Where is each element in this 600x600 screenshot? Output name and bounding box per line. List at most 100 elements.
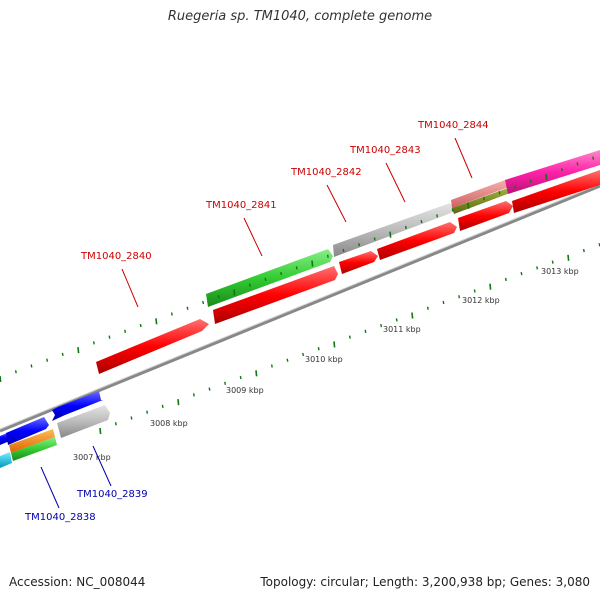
leader-2841	[243, 217, 263, 257]
upper-tick	[467, 202, 470, 209]
genome-backbone	[0, 184, 600, 433]
genome-summary-text: Topology: circular; Length: 3,200,938 bp…	[260, 575, 590, 589]
upper-tick	[358, 243, 361, 247]
lower-tick	[302, 352, 305, 357]
scale-label-3010: 3010 kbp	[305, 355, 343, 364]
upper-tick	[46, 358, 49, 362]
upper-tick	[373, 237, 376, 241]
upper-tick	[124, 329, 127, 333]
lower-tick	[99, 427, 102, 435]
upper-tick	[170, 312, 173, 316]
upper-tick	[342, 248, 345, 253]
scale-label-3008: 3008 kbp	[150, 419, 188, 428]
upper-tick	[420, 220, 423, 224]
feature-blue-forward-3[interactable]	[52, 391, 103, 421]
gene-label-2841[interactable]: TM1040_2841	[205, 200, 277, 211]
lower-tick	[130, 416, 133, 420]
feature-orange-reverse[interactable]	[9, 429, 55, 453]
lower-tick	[192, 393, 195, 397]
leader-2840	[121, 268, 139, 308]
feature-olive-2843[interactable]	[452, 188, 510, 214]
scale-label-3013: 3013 kbp	[541, 267, 579, 276]
lower-tick	[473, 289, 476, 293]
feature-red-reverse-3[interactable]	[377, 222, 457, 260]
feature-gray-2839[interactable]	[57, 405, 110, 438]
upper-tick	[186, 306, 189, 310]
lower-tick	[442, 300, 445, 305]
lower-tick	[177, 399, 180, 406]
genome-backbone-highlight	[0, 183, 600, 430]
lower-tick	[146, 410, 149, 414]
upper-tick	[0, 375, 2, 383]
upper-tick	[264, 277, 267, 282]
gene-label-2842[interactable]: TM1040_2842	[290, 167, 362, 178]
upper-tick	[30, 364, 33, 368]
leader-2844	[454, 137, 473, 179]
feature-red-reverse-5[interactable]	[512, 170, 600, 213]
leader-2838	[40, 466, 60, 509]
lower-tick	[224, 381, 227, 385]
upper-tick	[326, 254, 329, 258]
feature-red-reverse-4[interactable]	[458, 201, 513, 231]
upper-tick	[295, 266, 298, 270]
lower-tick	[348, 335, 351, 339]
upper-tick	[139, 323, 142, 328]
upper-tick	[482, 196, 485, 201]
lower-tick	[489, 283, 492, 290]
upper-tick	[217, 295, 220, 299]
upper-tick	[311, 260, 314, 267]
leader-2842	[326, 184, 347, 223]
upper-tick	[404, 225, 407, 230]
lower-tick	[333, 341, 336, 348]
lower-tick	[582, 248, 585, 253]
upper-tick	[498, 191, 501, 195]
upper-tick	[592, 156, 595, 160]
feature-magenta-2844[interactable]	[505, 150, 600, 194]
feature-salmon-2843[interactable]	[451, 180, 509, 208]
lower-tick	[317, 347, 320, 351]
upper-tick	[155, 318, 158, 325]
gene-label-2840[interactable]: TM1040_2840	[80, 251, 152, 262]
scale-label-3007: 3007 kbp	[73, 453, 111, 462]
gene-label-2839[interactable]: TM1040_2839	[76, 489, 148, 500]
upper-tick	[545, 173, 548, 181]
upper-tick	[514, 185, 517, 189]
upper-tick	[560, 168, 563, 172]
feature-blue-forward-2[interactable]	[6, 417, 49, 445]
lower-tick	[504, 277, 507, 282]
feature-gray-2842[interactable]	[333, 203, 455, 257]
lower-tick	[520, 272, 523, 276]
feature-green-2841[interactable]	[206, 249, 333, 307]
upper-tick	[108, 335, 111, 339]
upper-tick	[233, 289, 236, 296]
lower-tick	[426, 306, 429, 310]
feature-red-reverse-1[interactable]	[213, 266, 338, 324]
accession-text: Accession: NC_008044	[9, 575, 146, 589]
leader-2843	[385, 162, 406, 203]
lower-tick	[364, 329, 367, 334]
scale-label-3009: 3009 kbp	[226, 386, 264, 395]
lower-tick	[380, 323, 383, 328]
lower-tick	[239, 375, 242, 380]
feature-red-2840[interactable]	[96, 319, 209, 374]
gene-label-2838[interactable]: TM1040_2838	[24, 512, 96, 523]
lower-tick	[458, 295, 461, 299]
feature-green-reverse[interactable]	[11, 437, 57, 461]
lower-tick	[114, 422, 117, 426]
upper-tick	[92, 341, 95, 345]
gene-label-2843[interactable]: TM1040_2843	[349, 145, 421, 156]
feature-cyan-reverse[interactable]	[0, 452, 12, 468]
lower-tick	[411, 312, 414, 319]
leader-2839	[92, 445, 112, 487]
feature-red-reverse-2[interactable]	[339, 251, 378, 274]
lower-tick	[161, 404, 164, 409]
map-title: Ruegeria sp. TM1040, complete genome	[167, 9, 433, 24]
upper-tick	[576, 162, 579, 166]
upper-tick	[77, 347, 80, 354]
upper-tick	[202, 300, 205, 305]
upper-tick	[248, 283, 251, 287]
lower-tick-marks	[99, 243, 600, 435]
gene-label-2844[interactable]: TM1040_2844	[417, 120, 489, 131]
lower-tick	[567, 254, 570, 261]
